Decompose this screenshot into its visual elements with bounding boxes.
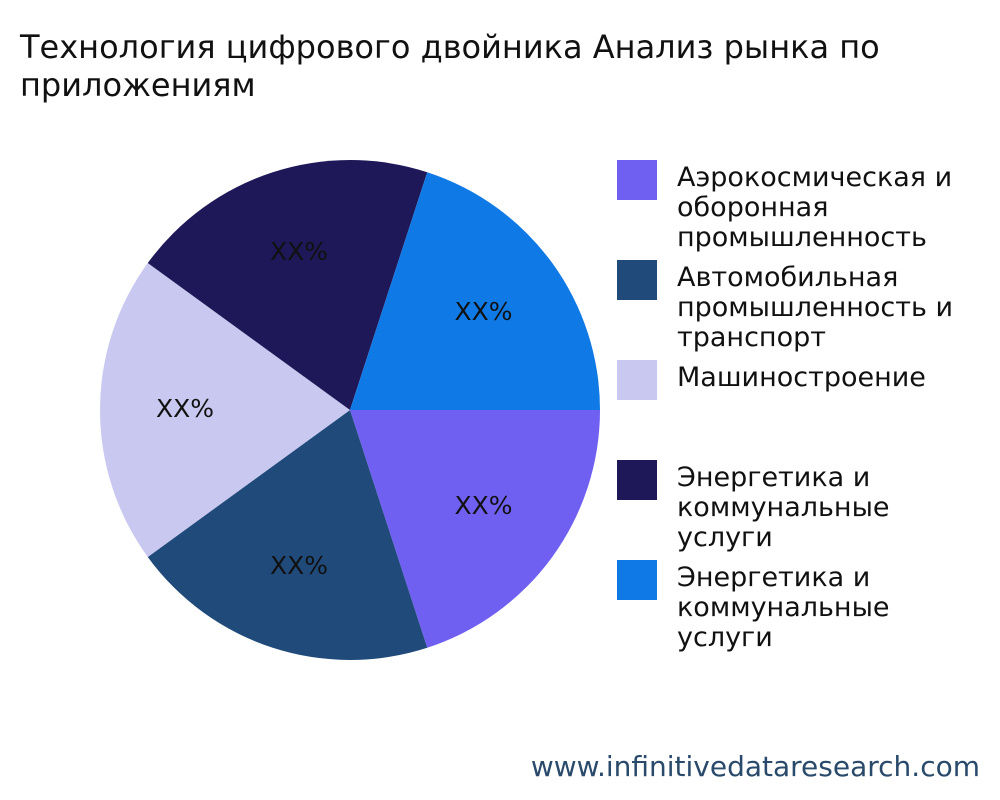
pie-slice bbox=[350, 172, 600, 410]
pie-slice bbox=[350, 410, 600, 648]
legend-swatch bbox=[617, 360, 657, 400]
source: www.infinitivedataresearch.com bbox=[530, 750, 980, 783]
legend-swatch bbox=[617, 460, 657, 500]
legend-swatch bbox=[617, 160, 657, 200]
legend-label: Энергетика и коммунальные услуги bbox=[677, 562, 890, 653]
data-label: XX% bbox=[156, 394, 214, 423]
legend-label: Аэрокосмическая и оборонная промышленнос… bbox=[677, 162, 953, 253]
legend-swatch bbox=[617, 260, 657, 300]
chart-title: Технология цифрового двойника Анализ рын… bbox=[20, 28, 880, 104]
pie-slice bbox=[100, 263, 350, 557]
legend-swatch bbox=[617, 560, 657, 600]
legend-label: Энергетика и коммунальные услуги bbox=[677, 462, 890, 553]
pie-slice bbox=[147, 410, 428, 660]
legend-label: Машиностроение bbox=[677, 362, 926, 393]
data-label: XX% bbox=[454, 491, 512, 520]
data-label: XX% bbox=[270, 551, 328, 580]
pie-slice bbox=[147, 160, 428, 410]
data-label: XX% bbox=[270, 237, 328, 266]
legend-label: Автомобильная промышленность и транспорт bbox=[677, 262, 954, 353]
data-label: XX% bbox=[454, 297, 512, 326]
